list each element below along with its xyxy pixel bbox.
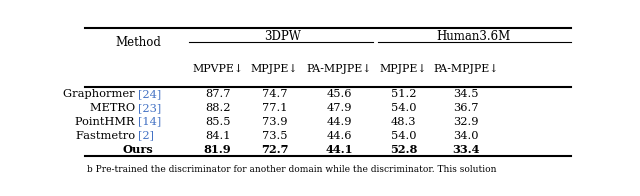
Text: METRO: METRO: [90, 103, 138, 113]
Text: 3DPW: 3DPW: [264, 30, 301, 43]
Text: 77.1: 77.1: [262, 103, 287, 113]
Text: MPVPE↓: MPVPE↓: [192, 64, 243, 74]
Text: Graphormer: Graphormer: [63, 89, 138, 99]
Text: [14]: [14]: [138, 117, 161, 127]
Text: [24]: [24]: [138, 89, 161, 99]
Text: 44.6: 44.6: [326, 131, 352, 141]
Text: b Pre-trained the discriminator for another domain while the discriminator. This: b Pre-trained the discriminator for anot…: [88, 165, 497, 174]
Text: [2]: [2]: [138, 131, 154, 141]
Text: 54.0: 54.0: [391, 131, 417, 141]
Text: 33.4: 33.4: [452, 144, 479, 155]
Text: 52.8: 52.8: [390, 144, 417, 155]
Text: 84.1: 84.1: [205, 131, 230, 141]
Text: 72.7: 72.7: [261, 144, 289, 155]
Text: MPJPE↓: MPJPE↓: [380, 64, 428, 74]
Text: 88.2: 88.2: [205, 103, 230, 113]
Text: PA-MPJPE↓: PA-MPJPE↓: [433, 64, 499, 74]
Text: 44.1: 44.1: [325, 144, 353, 155]
Text: 48.3: 48.3: [391, 117, 417, 127]
Text: 73.9: 73.9: [262, 117, 287, 127]
Text: MPJPE↓: MPJPE↓: [251, 64, 298, 74]
Text: Ours: Ours: [123, 144, 154, 155]
Text: 87.7: 87.7: [205, 89, 230, 99]
Text: 34.0: 34.0: [453, 131, 478, 141]
Text: 54.0: 54.0: [391, 103, 417, 113]
Text: [23]: [23]: [138, 103, 161, 113]
Text: 36.7: 36.7: [453, 103, 478, 113]
Text: 34.5: 34.5: [453, 89, 478, 99]
Text: Human3.6M: Human3.6M: [436, 30, 510, 43]
Text: 32.9: 32.9: [453, 117, 478, 127]
Text: Method: Method: [115, 36, 161, 49]
Text: 85.5: 85.5: [205, 117, 230, 127]
Text: 81.9: 81.9: [204, 144, 232, 155]
Text: 51.2: 51.2: [391, 89, 417, 99]
Text: 74.7: 74.7: [262, 89, 287, 99]
Text: PointHMR: PointHMR: [75, 117, 138, 127]
Text: Fastmetro: Fastmetro: [76, 131, 138, 141]
Text: PA-MPJPE↓: PA-MPJPE↓: [307, 64, 372, 74]
Text: 44.9: 44.9: [326, 117, 352, 127]
Text: 73.5: 73.5: [262, 131, 287, 141]
Text: 47.9: 47.9: [326, 103, 352, 113]
Text: 45.6: 45.6: [326, 89, 352, 99]
